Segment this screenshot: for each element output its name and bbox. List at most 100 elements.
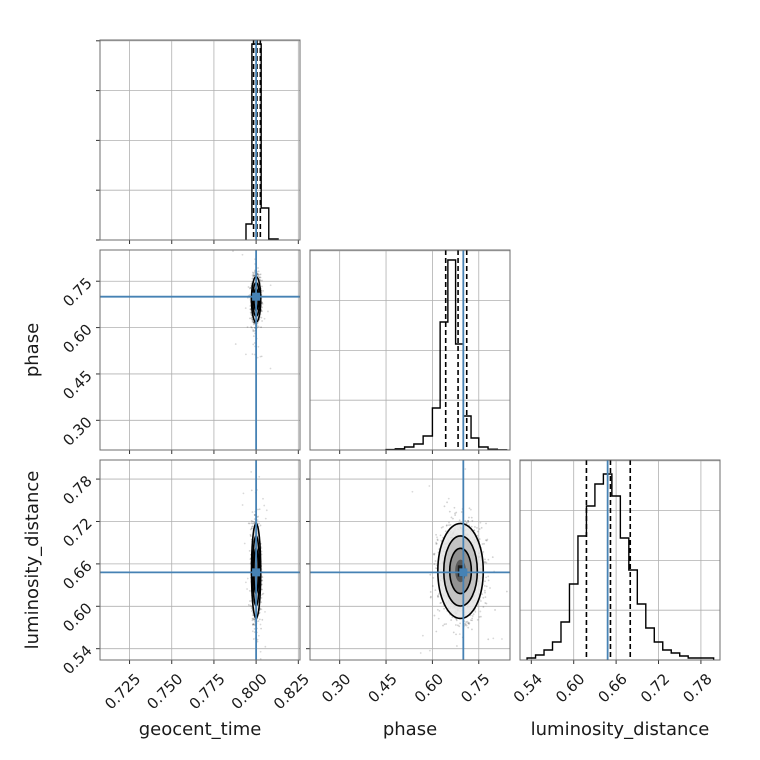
- sample-point: [249, 600, 251, 602]
- sample-point: [480, 526, 483, 529]
- sample-point: [258, 611, 261, 614]
- sample-point: [489, 587, 491, 589]
- sample-point: [419, 652, 422, 654]
- sample-point: [494, 609, 496, 611]
- sample-point: [249, 305, 252, 307]
- sample-point: [261, 301, 264, 304]
- sample-point: [436, 536, 438, 539]
- sample-point: [262, 289, 264, 292]
- x-tick-label: 0.66: [595, 670, 631, 706]
- sample-point: [465, 621, 468, 623]
- sample-point: [429, 596, 432, 599]
- sample-point: [438, 609, 441, 612]
- sample-point: [510, 540, 512, 542]
- sample-point: [485, 576, 488, 579]
- sample-point: [246, 577, 249, 580]
- sample-point: [258, 273, 261, 276]
- sample-point: [248, 549, 251, 552]
- sample-point: [482, 596, 485, 599]
- sample-point: [261, 588, 264, 591]
- sample-point: [257, 508, 259, 511]
- x-tick-label: 0.75: [457, 670, 493, 706]
- sample-point: [468, 507, 471, 510]
- sample-point: [248, 294, 251, 297]
- sample-point: [435, 630, 438, 633]
- sample-point: [261, 579, 264, 582]
- sample-point: [261, 576, 264, 579]
- sample-point: [248, 287, 251, 290]
- sample-point: [252, 520, 254, 523]
- panel-border: [99, 39, 301, 241]
- sample-point: [465, 624, 468, 627]
- sample-point: [261, 593, 264, 596]
- sample-point: [456, 624, 459, 627]
- sample-point: [250, 527, 253, 530]
- scatter-panel-phase-luminosity_distance: [306, 459, 512, 699]
- injection-marker: [252, 568, 261, 577]
- contour-line: [437, 522, 485, 620]
- contour-line: [448, 547, 473, 595]
- sample-point: [256, 273, 259, 276]
- panel-background: [100, 460, 300, 660]
- sample-point: [259, 623, 262, 626]
- sample-point: [464, 468, 467, 470]
- sample-point: [249, 311, 252, 314]
- sample-point: [250, 318, 253, 321]
- y-tick-label: 0.72: [59, 514, 95, 550]
- sample-point: [253, 246, 255, 248]
- sample-point: [437, 595, 439, 598]
- sample-point: [243, 542, 246, 545]
- sample-point: [269, 367, 272, 370]
- scatter-panel-geocent_time-luminosity_distance: [96, 459, 301, 664]
- x-tick-label: 0.30: [318, 670, 354, 706]
- sample-point: [251, 271, 254, 274]
- sample-point: [252, 274, 255, 277]
- sample-point: [455, 633, 457, 636]
- sample-point: [248, 590, 251, 592]
- sample-point: [482, 551, 485, 553]
- sample-point: [258, 475, 261, 478]
- sample-point: [258, 276, 261, 279]
- sample-point: [458, 625, 461, 628]
- x-tick-label: 0.78: [679, 670, 715, 706]
- sample-point: [252, 623, 255, 626]
- sample-point: [487, 579, 490, 582]
- sample-point: [458, 633, 461, 636]
- scatter-panel-geocent_time-phase: [96, 246, 301, 454]
- sample-point: [250, 317, 253, 320]
- sample-point: [259, 524, 262, 527]
- sample-point: [248, 522, 251, 525]
- y-tick-label: 0.30: [59, 413, 95, 449]
- sample-point: [251, 320, 254, 323]
- sample-point: [464, 623, 467, 626]
- sample-point: [437, 593, 440, 596]
- sample-point: [249, 533, 252, 536]
- sample-point: [476, 618, 479, 621]
- x-tick-labels-luminosity_distance: 0.54 0.60 0.66 0.72 0.78: [510, 670, 716, 706]
- sample-point: [252, 638, 255, 640]
- sample-point: [433, 614, 436, 617]
- sample-point: [264, 645, 267, 648]
- sample-point: [444, 530, 447, 533]
- sample-point: [487, 558, 490, 561]
- sample-point: [232, 250, 234, 253]
- sample-point: [445, 524, 448, 527]
- sample-point: [471, 619, 474, 622]
- sample-point: [258, 508, 261, 511]
- sample-point: [443, 607, 446, 610]
- sample-point: [250, 313, 253, 316]
- sample-point: [437, 617, 440, 620]
- panel-border: [99, 249, 301, 451]
- sample-point: [260, 310, 263, 312]
- sample-point: [251, 525, 254, 528]
- sample-point: [467, 519, 469, 522]
- sample-point: [253, 522, 256, 524]
- y-axis-title-phase: phase: [22, 323, 43, 377]
- sample-point: [468, 623, 470, 625]
- x-tick-label: 0.54: [510, 670, 546, 706]
- sample-point: [487, 575, 490, 578]
- sample-point: [501, 697, 503, 699]
- sample-point: [257, 345, 260, 348]
- x-tick-label: 0.725: [101, 670, 144, 713]
